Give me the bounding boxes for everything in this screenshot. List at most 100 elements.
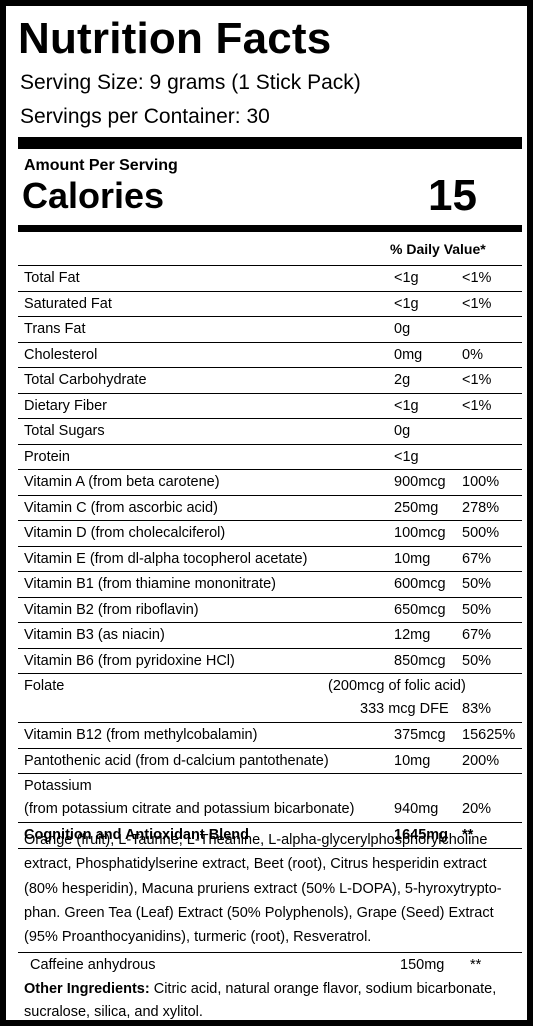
nutrient-daily-value: 100% xyxy=(462,474,500,490)
nutrient-name: Vitamin B2 (from riboflavin) xyxy=(24,601,199,618)
nutrient-row: Cholesterol 0mg 0% xyxy=(18,341,522,368)
folate-row: Folate (200mcg of folic acid) 333 mcg DFE 8… xyxy=(18,673,522,722)
daily-value-header: % Daily Value* xyxy=(390,241,486,257)
caffeine-amount: 150mg xyxy=(400,957,445,973)
nutrient-daily-value: 15625% xyxy=(462,727,516,743)
nutrient-name: Pantothenic acid (from d-calcium pantoth… xyxy=(24,752,329,769)
caffeine-row: Caffeine anhydrous 150mg ** xyxy=(18,952,522,977)
nutrient-name: Saturated Fat xyxy=(24,295,112,312)
nutrient-row: Saturated Fat <1g <1% xyxy=(18,290,522,317)
nutrient-amount: 10mg xyxy=(394,550,431,567)
nutrient-daily-value: 50% xyxy=(462,576,492,592)
nutrient-amount: 900mcg xyxy=(394,474,446,490)
nutrient-name: Total Fat xyxy=(24,270,80,286)
nutrient-name: Vitamin B1 (from thiamine mononitrate) xyxy=(24,576,276,592)
nutrient-amount: 100mcg xyxy=(394,525,446,541)
folate-dfe: 333 mcg DFE xyxy=(360,701,449,717)
nutrient-name: Vitamin B6 (from pyridoxine HCl) xyxy=(24,652,235,669)
amount-per-serving: Amount Per Serving xyxy=(24,157,178,174)
nutrient-amount: 0mg xyxy=(394,346,423,363)
nutrient-name: Vitamin D (from cholecalciferol) xyxy=(24,525,226,541)
nutrient-row: Vitamin B3 (as niacin) 12mg 67% xyxy=(18,622,522,648)
other-ingredients-text: Citric acid, natural orange flavor, sodi… xyxy=(24,981,497,1020)
nutrient-amount: 650mcg xyxy=(394,601,446,618)
nutrient-daily-value: 67% xyxy=(462,627,492,643)
calories-value: 15 xyxy=(428,171,477,220)
nutrient-row: Vitamin B1 (from thiamine mononitrate) 60… xyxy=(18,571,522,597)
folate-daily-value: 83% xyxy=(462,701,492,717)
other-ingredients-label: Other Ingredients: xyxy=(24,981,150,997)
nutrient-daily-value: 50% xyxy=(462,601,492,618)
nutrient-row: Trans Fat 0g xyxy=(18,316,522,342)
potassium-daily-value: 20% xyxy=(462,801,492,817)
nutrient-name: Cholesterol xyxy=(24,346,98,363)
nutrient-amount: 375mcg xyxy=(394,727,446,743)
nutrient-daily-value: 200% xyxy=(462,752,500,769)
thick-divider-top xyxy=(18,137,522,149)
potassium-name: Potassium xyxy=(24,778,92,794)
nutrient-daily-value: 278% xyxy=(462,499,500,516)
blend-ingredients: Orange (fruit), L-Taurine, L-Theanine, L… xyxy=(24,832,502,946)
nutrient-amount: 600mcg xyxy=(394,576,446,592)
nutrient-daily-value: <1% xyxy=(462,270,492,286)
nutrient-name: Vitamin E (from dl-alpha tocopherol acet… xyxy=(24,550,308,567)
nutrient-amount: 10mg xyxy=(394,752,431,769)
folate-folic-acid: (200mcg of folic acid) xyxy=(328,678,466,694)
blend-amount: 1645mg xyxy=(394,827,449,843)
nutrient-amount: 12mg xyxy=(394,627,431,643)
nutrient-row: Pantothenic acid (from d-calcium pantoth… xyxy=(18,747,522,774)
caffeine-name: Caffeine anhydrous xyxy=(30,957,156,973)
nutrient-daily-value: 0% xyxy=(462,346,483,363)
blend-row: Cognition and Antioxidant Blend 1645mg ** xyxy=(18,822,522,849)
nutrient-name: Dietary Fiber xyxy=(24,397,107,414)
nutrient-name: Trans Fat xyxy=(24,321,86,337)
nutrient-row: Vitamin D (from cholecalciferol) 100mcg 50… xyxy=(18,520,522,546)
nutrient-row: Vitamin C (from ascorbic acid) 250mg 278% xyxy=(18,494,522,521)
nutrient-name: Vitamin C (from ascorbic acid) xyxy=(24,499,218,516)
nutrient-amount: 2g xyxy=(394,372,411,388)
nutrient-row: Vitamin B12 (from methylcobalamin) 375mcg… xyxy=(18,722,522,748)
nutrient-amount: 0g xyxy=(394,321,411,337)
nutrient-name: Protein xyxy=(24,448,70,465)
nutrient-amount: <1g xyxy=(394,448,419,465)
nutrient-name: Vitamin A (from beta carotene) xyxy=(24,474,220,490)
nutrient-amount: 0g xyxy=(394,423,411,439)
nutrient-row: Protein <1g xyxy=(18,443,522,470)
potassium-amount: 940mg xyxy=(394,801,439,817)
nutrient-daily-value: <1% xyxy=(462,397,492,414)
nutrient-daily-value: <1% xyxy=(462,372,492,388)
nutrient-daily-value: 500% xyxy=(462,525,500,541)
servings-per-container: Servings per Container: 30 xyxy=(20,105,270,128)
nutrient-row: Vitamin A (from beta carotene) 900mcg 100% xyxy=(18,469,522,495)
folate-name: Folate xyxy=(24,678,65,694)
nutrient-name: Vitamin B12 (from methylcobalamin) xyxy=(24,727,258,743)
nutrient-row: Dietary Fiber <1g <1% xyxy=(18,392,522,419)
nutrient-amount: <1g xyxy=(394,270,419,286)
potassium-row: Potassium (from potassium citrate and pot… xyxy=(18,773,522,822)
nutrient-name: Total Sugars xyxy=(24,423,105,439)
label-title: Nutrition Facts xyxy=(18,14,332,63)
nutrient-row: Total Fat <1g <1% xyxy=(18,265,522,291)
blend-daily-value: ** xyxy=(462,827,474,843)
nutrient-amount: <1g xyxy=(394,295,419,312)
calories-label: Calories xyxy=(22,175,165,216)
other-ingredients: Other Ingredients: Citric acid, natural … xyxy=(24,978,516,1024)
nutrient-daily-value: 67% xyxy=(462,550,492,567)
nutrient-row: Vitamin B6 (from pyridoxine HCl) 850mcg 50… xyxy=(18,647,522,674)
nutrient-amount: 250mg xyxy=(394,499,439,516)
nutrient-table: Total Fat <1g <1% Saturated Fat <1g <1% Trans … xyxy=(18,265,522,849)
serving-size: Serving Size: 9 grams (1 Stick Pack) xyxy=(20,71,361,94)
caffeine-dv: ** xyxy=(470,957,482,973)
nutrient-name: Total Carbohydrate xyxy=(24,372,147,388)
blend-name: Cognition and Antioxidant Blend xyxy=(24,827,249,843)
potassium-source: (from potassium citrate and potassium bi… xyxy=(24,801,355,817)
nutrient-name: Vitamin B3 (as niacin) xyxy=(24,627,165,643)
nutrient-daily-value: 50% xyxy=(462,652,492,669)
nutrient-row: Vitamin B2 (from riboflavin) 650mcg 50% xyxy=(18,596,522,623)
nutrient-daily-value: <1% xyxy=(462,295,492,312)
nutrient-row: Total Sugars 0g xyxy=(18,418,522,444)
nutrient-row: Total Carbohydrate 2g <1% xyxy=(18,367,522,393)
medium-divider xyxy=(18,225,522,232)
nutrient-amount: 850mcg xyxy=(394,652,446,669)
